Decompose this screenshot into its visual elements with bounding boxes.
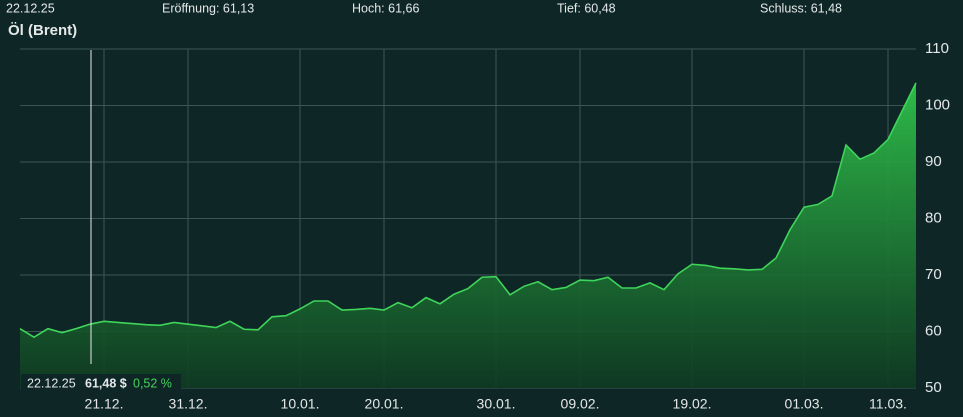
header-date: 22.12.25 (6, 1, 55, 15)
tooltip-change: 0,52 % (133, 376, 172, 390)
y-tick-label: 70 (925, 266, 942, 283)
plot: 21.12. 31.12. 10.01. 20.01. 30.01. 09.02. 19.0… (19, 40, 950, 412)
y-tick-label: 110 (925, 40, 949, 57)
x-tick-label: 09.02. (561, 396, 600, 412)
x-tick-label: 11.03. (869, 396, 907, 412)
y-tick-label: 50 (925, 379, 942, 396)
header-low: Tief: 60,48 (557, 1, 616, 15)
header-high: Hoch: 61,66 (352, 1, 419, 15)
tooltip-box (21, 374, 181, 394)
y-tick-label: 90 (925, 153, 942, 170)
tooltip-date: 22.12.25 (27, 376, 76, 390)
y-tick-label: 80 (925, 209, 942, 226)
y-tick-label: 60 (925, 322, 942, 339)
header-close: Schluss: 61,48 (760, 1, 842, 15)
x-tick-label: 20.01. (365, 396, 404, 412)
area-fill (20, 82, 916, 389)
tooltip-price: 61,48 $ (85, 376, 127, 390)
x-tick-label: 10.01. (281, 396, 320, 412)
x-tick-label: 01.03. (785, 396, 824, 412)
line (19, 82, 917, 339)
x-tick-label: 30.01. (477, 396, 516, 412)
x-tick-label: 19.02. (673, 396, 712, 412)
x-tick-label: 31.12. (169, 396, 208, 412)
x-tick-label: 21.12. (85, 396, 124, 412)
y-tick-label: 100 (925, 96, 950, 113)
chart-title: Öl (Brent) (8, 22, 77, 39)
header-open: Eröffnung: 61,13 (162, 1, 254, 15)
